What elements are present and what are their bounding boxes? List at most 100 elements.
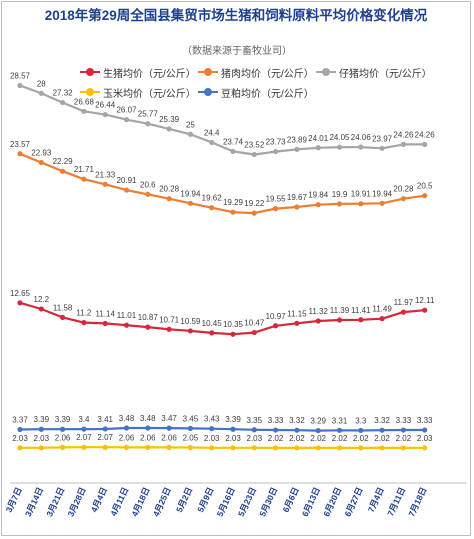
data-point-soymeal [123,425,130,431]
legend-label-soymeal: 豆粕均价（元/公斤） [221,88,314,100]
data-label-corn: 2.03 [12,434,28,443]
data-point-live-hog [251,329,257,336]
data-label-soymeal: 3.29 [310,417,326,426]
data-label-pork: 23.57 [10,140,31,149]
data-label-piglet: 25.77 [138,110,159,119]
data-label-pork: 19.55 [266,195,287,204]
data-point-piglet [379,145,385,151]
data-point-soymeal [38,426,44,432]
x-tick-label: 7月4日 [366,486,386,514]
data-label-corn: 2.03 [225,434,241,443]
data-label-pork: 19.91 [351,190,372,199]
data-point-live-hog [123,322,130,328]
data-point-pork [400,196,406,202]
data-label-piglet: 24.01 [308,134,329,143]
data-label-piglet: 26.68 [74,97,95,106]
data-point-corn [38,445,44,451]
data-label-corn: 2.02 [268,434,284,443]
legend-swatch-pork [198,67,218,77]
data-point-soymeal [187,425,193,432]
data-label-pork: 19.84 [308,191,329,200]
x-tick-label: 7月18日 [406,486,428,518]
data-label-corn: 2.03 [34,434,50,443]
data-label-piglet: 24.05 [329,133,350,142]
data-label-pork: 19.29 [223,198,244,207]
data-label-soymeal: 3.32 [374,416,390,425]
data-point-piglet [251,151,257,158]
data-label-corn: 2.07 [76,433,92,442]
data-label-piglet: 25 [186,120,195,129]
data-point-corn [145,444,151,450]
x-tick-label: 3月7日 [4,486,24,514]
data-point-piglet [166,126,172,132]
data-point-pork [422,193,428,199]
data-label-pork: 22.93 [31,149,52,158]
data-point-pork [166,196,172,202]
x-tick-label: 6月20日 [321,486,343,518]
x-tick-label: 6月13日 [300,486,322,518]
x-tick-label: 7月11日 [385,486,407,518]
data-point-live-hog [379,316,385,322]
data-point-corn [294,445,300,451]
data-point-corn [102,444,108,450]
data-point-soymeal [81,426,87,432]
data-label-pork: 20.28 [393,185,414,194]
data-label-live-hog: 11.58 [53,303,73,312]
data-label-corn: 2.02 [332,434,348,443]
series-line-pork [19,152,425,215]
data-point-piglet [145,121,151,127]
data-label-live-hog: 10.87 [138,313,159,322]
x-tick-label: 5月2日 [174,486,194,514]
data-label-piglet: 28 [37,79,46,88]
x-tick-label: 3月28日 [66,486,88,518]
data-point-piglet [81,108,87,114]
data-label-live-hog: 11.97 [394,298,414,307]
data-label-piglet: 23.52 [244,140,265,149]
data-point-soymeal [273,427,279,433]
data-label-pork: 22.29 [53,157,74,166]
data-label-live-hog: 10.45 [202,319,223,328]
data-point-pork [60,168,66,174]
data-label-soymeal: 3.39 [34,415,50,424]
data-point-soymeal [251,427,257,433]
data-label-soymeal: 3.39 [55,415,71,424]
data-point-pork [315,202,321,208]
data-point-pork [187,200,193,206]
data-point-pork [230,209,236,215]
data-label-pork: 20.28 [159,185,180,194]
legend-swatch-piglet [316,67,336,77]
data-label-pork: 20.5 [417,182,433,191]
data-label-corn: 2.05 [183,434,199,443]
legend-swatch-corn [80,87,100,97]
data-label-corn: 2.06 [55,433,71,442]
data-label-piglet: 26.07 [116,106,137,115]
data-label-soymeal: 3.43 [204,415,220,424]
data-point-soymeal [358,427,364,434]
data-label-soymeal: 3.4 [78,415,90,424]
data-label-pork: 19.9 [332,190,348,199]
data-label-corn: 2.06 [161,433,177,442]
legend-swatch-soymeal [198,87,218,97]
data-point-piglet [123,117,130,123]
data-label-piglet: 23.89 [287,135,308,144]
data-point-piglet [209,139,215,146]
legend-item-corn: 玉米均价（元/公斤） [80,85,198,100]
x-tick-label: 5月9日 [195,486,215,514]
legend-label-pork: 猪肉均价（元/公斤） [221,68,314,80]
data-label-pork: 19.22 [244,199,265,208]
data-point-soymeal [400,427,406,433]
data-label-corn: 2.02 [374,434,390,443]
data-point-corn [273,445,279,451]
x-tick-label: 4月18日 [129,486,151,518]
data-point-piglet [358,144,364,150]
data-point-live-hog [38,306,44,312]
data-point-piglet [230,148,236,155]
data-point-corn [17,445,23,451]
data-point-piglet [17,82,23,89]
data-point-pork [38,159,44,166]
data-label-live-hog: 11.15 [287,309,307,318]
data-label-piglet: 25.39 [159,115,180,124]
data-point-pork [209,205,215,211]
